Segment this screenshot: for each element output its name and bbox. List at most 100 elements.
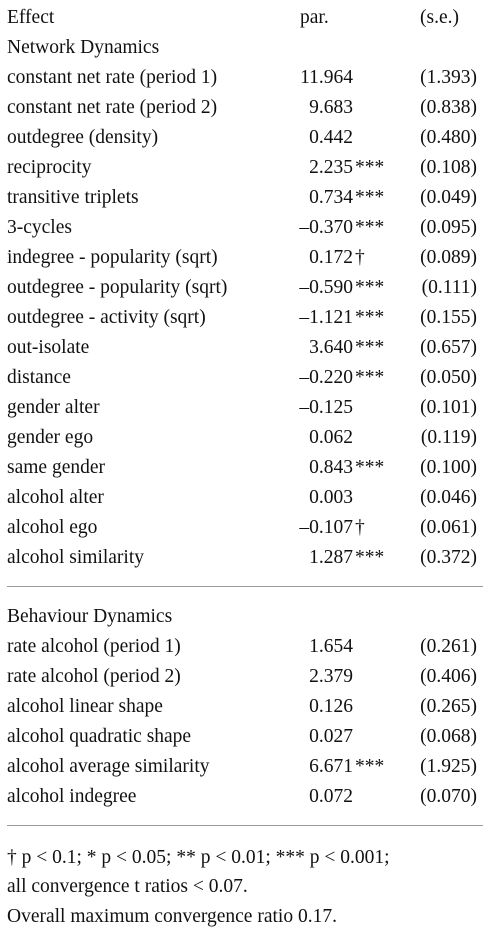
effect-label: gender alter (7, 397, 100, 418)
effect-label: alcohol alter (7, 487, 104, 508)
table-row: constant net rate (period 1) 11.964 (1.393… (0, 63, 487, 93)
table-row: reciprocity 2.235 *** (0.108) (0, 153, 487, 183)
effect-label: gender ego (7, 427, 94, 448)
effect-label: rate alcohol (period 1) (7, 636, 181, 657)
header-par: par. (300, 7, 329, 28)
se-value: (0.406) (420, 666, 477, 687)
par-value: –0.220 (299, 367, 353, 388)
significance-marker: *** (355, 307, 385, 328)
table-row: distance –0.220 *** (0.050) (0, 363, 487, 393)
effect-label: outdegree (density) (7, 127, 159, 148)
par-value: 2.235 (309, 157, 353, 178)
behaviour-section-title: Behaviour Dynamics (0, 602, 487, 632)
par-value: 1.287 (309, 547, 353, 568)
significance-marker: *** (355, 157, 385, 178)
network-title: Network Dynamics (7, 37, 160, 58)
table-row: gender alter –0.125 (0.101) (0, 393, 487, 423)
se-value: (1.393) (420, 67, 477, 88)
par-value: 11.964 (300, 67, 353, 88)
behaviour-title: Behaviour Dynamics (7, 606, 173, 627)
table-row: outdegree (density) 0.442 (0.480) (0, 123, 487, 153)
effect-label: transitive triplets (7, 187, 139, 208)
par-value: –0.590 (299, 277, 353, 298)
se-value: (0.480) (420, 127, 477, 148)
network-section-title: Network Dynamics (0, 33, 487, 63)
header-se: (s.e.) (420, 7, 459, 28)
effect-label: constant net rate (period 2) (7, 97, 218, 118)
par-value: 3.640 (309, 337, 353, 358)
effect-label: out-isolate (7, 337, 90, 358)
par-value: 0.734 (309, 187, 353, 208)
par-value: 2.379 (309, 666, 353, 687)
se-value: (0.372) (420, 547, 477, 568)
notes-divider (7, 825, 483, 826)
se-value: (0.061) (420, 517, 477, 538)
se-value: (0.265) (420, 696, 477, 717)
par-value: 0.126 (309, 696, 353, 717)
par-value: 1.654 (309, 636, 353, 657)
se-value: (0.068) (420, 726, 477, 747)
par-value: 9.683 (309, 97, 353, 118)
header-row: Effect par. (s.e.) (0, 3, 487, 33)
effect-label: reciprocity (7, 157, 92, 178)
table-row: alcohol alter 0.003 (0.046) (0, 483, 487, 513)
table-row: out-isolate 3.640 *** (0.657) (0, 333, 487, 363)
se-value: (0.089) (420, 247, 477, 268)
significance-marker: *** (355, 277, 385, 298)
table-row: gender ego 0.062 (0.119) (0, 423, 487, 453)
se-value: (0.046) (420, 487, 477, 508)
se-value: (0.111) (421, 277, 477, 298)
effect-label: constant net rate (period 1) (7, 67, 218, 88)
effect-label: distance (7, 367, 71, 388)
table-row: indegree - popularity (sqrt) 0.172 † (0.089… (0, 243, 487, 273)
table-row: alcohol similarity 1.287 *** (0.372) (0, 543, 487, 573)
significance-marker: *** (355, 547, 385, 568)
se-value: (0.657) (420, 337, 477, 358)
se-value: (0.838) (420, 97, 477, 118)
effect-label: 3-cycles (7, 217, 72, 238)
effect-label: outdegree - activity (sqrt) (7, 307, 206, 328)
par-value: 0.843 (309, 457, 353, 478)
table-row: constant net rate (period 2) 9.683 (0.838) (0, 93, 487, 123)
note-significance: † p < 0.1; * p < 0.05; ** p < 0.01; *** … (7, 847, 390, 868)
se-value: (0.155) (420, 307, 477, 328)
se-value: (0.119) (420, 427, 477, 448)
par-value: –0.370 (299, 217, 353, 238)
effect-label: alcohol average similarity (7, 756, 210, 777)
se-value: (0.070) (420, 786, 477, 807)
table-row: outdegree - popularity (sqrt) –0.590 *** (0… (0, 273, 487, 303)
table-row: alcohol quadratic shape 0.027 (0.068) (0, 722, 487, 752)
header-effect: Effect (7, 7, 55, 28)
se-value: (0.095) (420, 217, 477, 238)
par-value: –1.121 (299, 307, 353, 328)
se-value: (0.050) (420, 367, 477, 388)
table-row: alcohol linear shape 0.126 (0.265) (0, 692, 487, 722)
note-convergence: all convergence t ratios < 0.07. (7, 876, 248, 897)
se-value: (0.100) (420, 457, 477, 478)
significance-marker: † (355, 517, 365, 538)
table-row: alcohol average similarity 6.671 *** (1.925… (0, 752, 487, 782)
table-row: same gender 0.843 *** (0.100) (0, 453, 487, 483)
significance-marker: *** (355, 217, 385, 238)
table-row: alcohol ego –0.107 † (0.061) (0, 513, 487, 543)
effect-label: outdegree - popularity (sqrt) (7, 277, 228, 298)
par-value: 0.172 (309, 247, 353, 268)
se-value: (1.925) (420, 756, 477, 777)
effect-label: alcohol similarity (7, 547, 145, 568)
significance-marker: † (355, 247, 365, 268)
se-value: (0.108) (420, 157, 477, 178)
significance-marker: *** (355, 457, 385, 478)
table-row: outdegree - activity (sqrt) –1.121 *** (0.1… (0, 303, 487, 333)
effect-label: same gender (7, 457, 105, 478)
par-value: –0.107 (299, 517, 353, 538)
par-value: 0.027 (309, 726, 353, 747)
effect-label: alcohol quadratic shape (7, 726, 192, 747)
par-value: –0.125 (299, 397, 353, 418)
significance-marker: *** (355, 337, 385, 358)
effect-label: rate alcohol (period 2) (7, 666, 181, 687)
table-row: rate alcohol (period 2) 2.379 (0.406) (0, 662, 487, 692)
table-row: 3-cycles –0.370 *** (0.095) (0, 213, 487, 243)
effect-label: alcohol indegree (7, 786, 137, 807)
se-value: (0.049) (420, 187, 477, 208)
